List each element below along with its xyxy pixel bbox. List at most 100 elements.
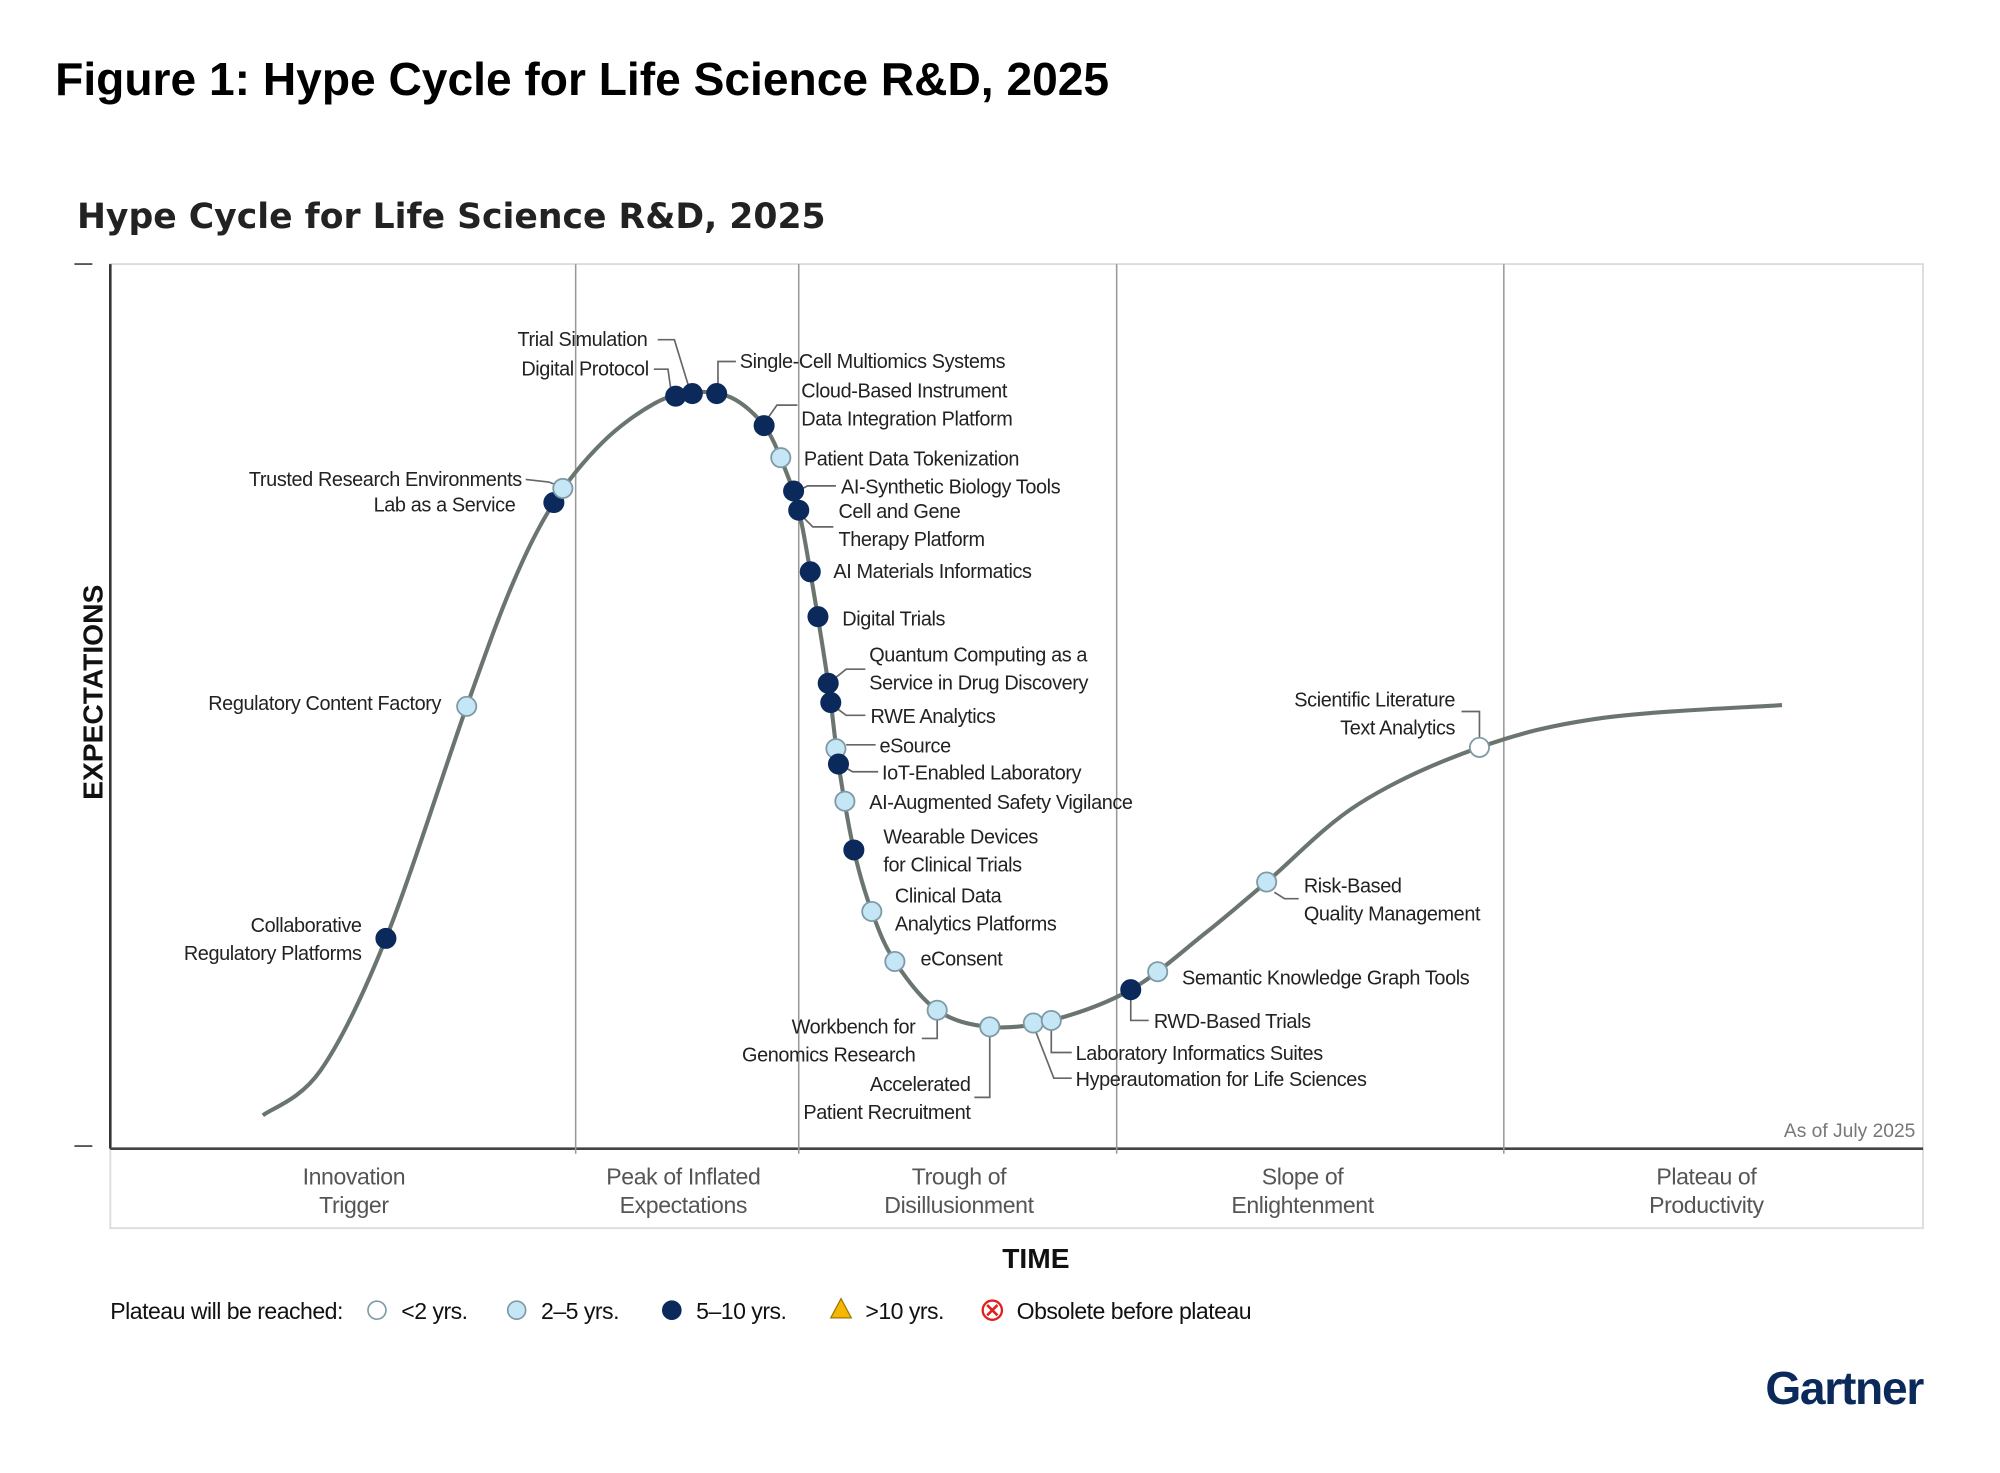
gartner-logo: Gartner — [1765, 1362, 1924, 1414]
technology-point[interactable] — [799, 561, 821, 583]
technology-point[interactable] — [884, 950, 906, 973]
technology-label-line: Patient Recruitment — [803, 1102, 971, 1124]
legend-label: 5–10 yrs. — [696, 1298, 786, 1324]
technology-point[interactable] — [820, 692, 842, 714]
technology-label-line: Clinical Data — [895, 886, 1003, 908]
phase-label: Innovation — [303, 1164, 406, 1190]
technology-point[interactable] — [926, 999, 948, 1021]
leader-line — [657, 338, 690, 387]
technology-label: Trial Simulation — [517, 329, 647, 351]
leader-line — [767, 404, 798, 419]
technology-label-line: Laboratory Informatics Suites — [1076, 1043, 1324, 1065]
technology-label-line: Wearable Devices — [883, 827, 1038, 849]
technology-label: Laboratory Informatics Suites — [1076, 1043, 1324, 1065]
technology-point[interactable] — [770, 447, 792, 469]
phase-dividers — [574, 264, 1505, 1154]
phase-label: Productivity — [1649, 1192, 1764, 1218]
technology-label-line: Hyperautomation for Life Sciences — [1076, 1069, 1367, 1091]
technology-label-line: eConsent — [921, 948, 1004, 970]
technology-point[interactable] — [1040, 1009, 1062, 1031]
technology-point[interactable] — [827, 753, 849, 775]
technology-label: Scientific Literature Text Analytics — [1294, 689, 1455, 739]
technology-label: eConsent — [921, 948, 1004, 970]
technology-label: Collaborative Regulatory Platforms — [184, 915, 362, 965]
technology-point[interactable] — [1022, 1012, 1044, 1034]
phase-label: Trigger — [319, 1192, 389, 1218]
technology-label-line: Cell and Gene — [838, 501, 960, 523]
technology-label-line: Lab as a Service — [374, 495, 516, 517]
technology-label-line: Patient Data Tokenization — [804, 448, 1019, 470]
technology-label: Wearable Devices for Clinical Trials — [883, 827, 1038, 877]
chart-title: Hype Cycle for Life Science R&D, 2025 — [77, 197, 826, 237]
technology-label-line: Service in Drug Discovery — [869, 673, 1088, 695]
technology-label-line: for Clinical Trials — [883, 855, 1022, 877]
technology-points — [375, 383, 1490, 1038]
technology-point[interactable] — [706, 383, 728, 405]
technology-point[interactable] — [1147, 961, 1169, 983]
technology-label: Workbench for Genomics Research — [742, 1016, 916, 1066]
technology-point[interactable] — [375, 927, 397, 949]
technology-point[interactable] — [456, 695, 478, 717]
phase-label: Plateau of — [1656, 1164, 1757, 1190]
legend-label: >10 yrs. — [865, 1298, 944, 1324]
technology-label: RWE Analytics — [871, 706, 996, 728]
technology-label: RWD-Based Trials — [1154, 1011, 1311, 1033]
technology-point[interactable] — [843, 839, 865, 861]
technology-label-line: Regulatory Platforms — [184, 943, 362, 965]
leader-line — [1461, 710, 1481, 739]
technology-point[interactable] — [1120, 979, 1142, 1001]
technology-point[interactable] — [788, 499, 810, 521]
leader-line — [653, 368, 672, 388]
technology-label-line: Quantum Computing as a — [869, 645, 1088, 667]
technology-label: Hyperautomation for Life Sciences — [1076, 1069, 1367, 1091]
technology-point[interactable] — [753, 415, 775, 437]
technology-label: eSource — [879, 736, 951, 758]
plot-frame — [74, 263, 1924, 1230]
phase-label: Trough of — [912, 1164, 1007, 1190]
technology-label: Clinical Data Analytics Platforms — [895, 886, 1057, 936]
technology-label: AI-Synthetic Biology Tools — [841, 477, 1061, 499]
phase-label: Enlightenment — [1231, 1192, 1374, 1218]
leader-line — [1129, 998, 1149, 1022]
technology-point[interactable] — [861, 900, 883, 923]
technology-label-line: IoT-Enabled Laboratory — [882, 762, 1082, 784]
technology-point[interactable] — [817, 672, 839, 694]
phase-label: Slope of — [1262, 1164, 1345, 1190]
x-axis-label: TIME — [1002, 1242, 1069, 1274]
legend-circle-icon — [367, 1300, 387, 1320]
technology-label-line: Trial Simulation — [517, 329, 647, 351]
legend: Plateau will be reached: <2 yrs. 2–5 yrs.… — [110, 1297, 1252, 1324]
leader-line — [1273, 891, 1299, 900]
technology-point[interactable] — [979, 1016, 1001, 1038]
legend-label: Obsolete before plateau — [1017, 1298, 1251, 1324]
technology-label: AI-Augmented Safety Vigilance — [869, 792, 1133, 814]
technology-label-line: Single-Cell Multiomics Systems — [740, 351, 1006, 373]
technology-label-line: Data Integration Platform — [801, 409, 1012, 431]
technology-point[interactable] — [834, 790, 856, 812]
legend-label: <2 yrs. — [401, 1298, 467, 1324]
technology-label-line: Quality Management — [1304, 903, 1481, 925]
legend-circle-icon — [662, 1300, 682, 1320]
technology-label: Regulatory Content Factory — [208, 693, 441, 715]
technology-point[interactable] — [1468, 736, 1490, 758]
technology-label-line: AI-Augmented Safety Vigilance — [869, 792, 1133, 814]
technology-point[interactable] — [681, 383, 703, 405]
figure-title: Figure 1: Hype Cycle for Life Science R&… — [55, 53, 1109, 105]
technology-point[interactable] — [1256, 871, 1278, 893]
technology-label: Digital Protocol — [521, 359, 648, 381]
technology-label-line: Genomics Research — [742, 1044, 915, 1066]
technology-label-line: RWD-Based Trials — [1154, 1011, 1311, 1033]
technology-label: Quantum Computing as a Service in Drug Di… — [869, 645, 1088, 695]
technology-label-line: Therapy Platform — [838, 529, 984, 551]
technology-point[interactable] — [783, 480, 805, 502]
leader-line — [843, 765, 879, 773]
legend-x-mark — [986, 1304, 999, 1317]
technology-label-line: Workbench for — [792, 1016, 917, 1038]
technology-point[interactable] — [807, 606, 829, 628]
leader-line — [835, 706, 866, 717]
technology-label-line: RWE Analytics — [871, 706, 996, 728]
leader-line — [832, 668, 866, 681]
technology-point[interactable] — [552, 477, 574, 499]
